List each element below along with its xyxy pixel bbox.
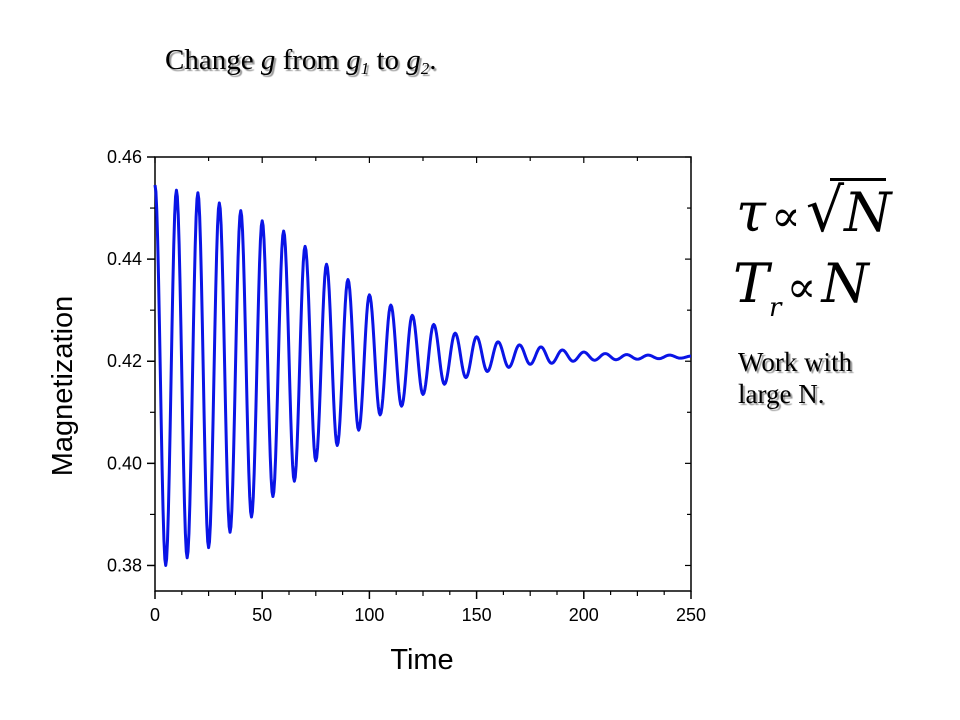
formula-n-2: N	[821, 252, 869, 315]
note-line-2: large N.	[738, 379, 825, 409]
y-tick-label: 0.46	[107, 147, 142, 167]
x-tick-label: 150	[462, 605, 492, 625]
x-tick-label: 50	[252, 605, 272, 625]
magnetization-series-line	[153, 184, 692, 567]
y-tick-label: 0.38	[107, 555, 142, 575]
formula-tr-n: Tr ∝ N	[733, 252, 869, 323]
y-axis-label: Magnetization	[47, 296, 79, 477]
title-text-2: from	[275, 44, 347, 76]
x-tick-label: 0	[150, 605, 160, 625]
formula-proportional-1: ∝	[770, 191, 801, 242]
y-tick-label: 0.44	[107, 249, 142, 269]
slide-title: Change g from g1 to g2.	[165, 44, 437, 79]
formula-sub-r: r	[769, 293, 782, 323]
title-text-1: Change	[165, 44, 261, 76]
title-sub-2: 2	[420, 59, 430, 78]
y-tick-label: 0.40	[107, 453, 142, 473]
note-text: Work with large N.	[738, 346, 898, 410]
title-var-g2: g	[406, 44, 421, 76]
sqrt-bar	[829, 178, 886, 181]
title-sub-1: 1	[360, 59, 370, 78]
x-tick-label: 250	[676, 605, 706, 625]
title-var-g: g	[260, 44, 276, 76]
formula-n-1: N	[844, 181, 892, 244]
x-tick-label: 100	[354, 605, 384, 625]
title-text-4: .	[429, 44, 437, 76]
y-tick-label: 0.42	[107, 351, 142, 371]
title-text-3: to	[369, 44, 407, 76]
sqrt-sign-icon: √	[805, 176, 845, 246]
formula-proportional-2: ∝	[786, 262, 817, 313]
formula-t: T	[733, 252, 770, 315]
x-axis-label: Time	[390, 644, 453, 676]
x-tick-label: 200	[569, 605, 599, 625]
note-line-1: Work with	[738, 347, 853, 377]
title-var-g1: g	[346, 44, 361, 76]
formula-sqrt: √N	[806, 176, 891, 246]
formula-tau: τ	[736, 181, 766, 244]
formula-tau-sqrt-n: τ ∝ √N	[736, 176, 891, 246]
